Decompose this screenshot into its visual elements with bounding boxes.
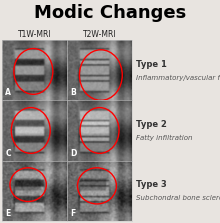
Text: Modic Changes: Modic Changes [34, 4, 186, 22]
Text: A: A [6, 88, 11, 97]
Text: Type 1: Type 1 [136, 60, 167, 69]
Text: Inflammatory/vascular fibrous: Inflammatory/vascular fibrous [136, 75, 220, 81]
Text: T1W-MRI: T1W-MRI [18, 30, 51, 39]
Text: Fatty infiltration: Fatty infiltration [136, 135, 193, 141]
Text: F: F [70, 209, 76, 218]
Text: Type 2: Type 2 [136, 120, 167, 129]
Text: Subchondral bone sclerosis: Subchondral bone sclerosis [136, 195, 220, 201]
Text: C: C [6, 149, 11, 157]
Text: B: B [70, 88, 76, 97]
Text: T2W-MRI: T2W-MRI [83, 30, 116, 39]
Text: E: E [6, 209, 11, 218]
Text: Type 3: Type 3 [136, 180, 167, 189]
Text: D: D [70, 149, 77, 157]
